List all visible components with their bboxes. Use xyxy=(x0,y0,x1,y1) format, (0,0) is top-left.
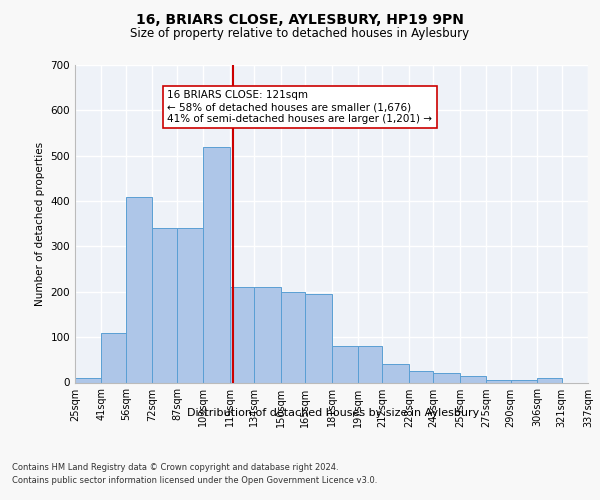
Bar xyxy=(460,376,486,382)
Bar xyxy=(358,346,382,383)
Bar xyxy=(305,294,331,382)
Bar xyxy=(203,146,230,382)
Bar xyxy=(281,292,305,382)
Text: Distribution of detached houses by size in Aylesbury: Distribution of detached houses by size … xyxy=(187,408,479,418)
Bar xyxy=(101,332,126,382)
Bar xyxy=(588,378,600,382)
Text: Contains public sector information licensed under the Open Government Licence v3: Contains public sector information licen… xyxy=(12,476,377,485)
Text: 16 BRIARS CLOSE: 121sqm
← 58% of detached houses are smaller (1,676)
41% of semi: 16 BRIARS CLOSE: 121sqm ← 58% of detache… xyxy=(167,90,433,124)
Bar xyxy=(537,378,562,382)
Bar xyxy=(254,287,281,382)
Bar xyxy=(126,196,152,382)
Bar xyxy=(486,380,511,382)
Bar xyxy=(230,287,254,382)
Bar xyxy=(75,378,101,382)
Bar xyxy=(409,371,433,382)
Bar xyxy=(433,374,460,382)
Bar xyxy=(331,346,358,383)
Y-axis label: Number of detached properties: Number of detached properties xyxy=(35,142,45,306)
Text: Contains HM Land Registry data © Crown copyright and database right 2024.: Contains HM Land Registry data © Crown c… xyxy=(12,462,338,471)
Bar xyxy=(511,380,537,382)
Text: Size of property relative to detached houses in Aylesbury: Size of property relative to detached ho… xyxy=(130,28,470,40)
Bar xyxy=(152,228,177,382)
Bar xyxy=(382,364,409,382)
Bar xyxy=(177,228,203,382)
Text: 16, BRIARS CLOSE, AYLESBURY, HP19 9PN: 16, BRIARS CLOSE, AYLESBURY, HP19 9PN xyxy=(136,12,464,26)
